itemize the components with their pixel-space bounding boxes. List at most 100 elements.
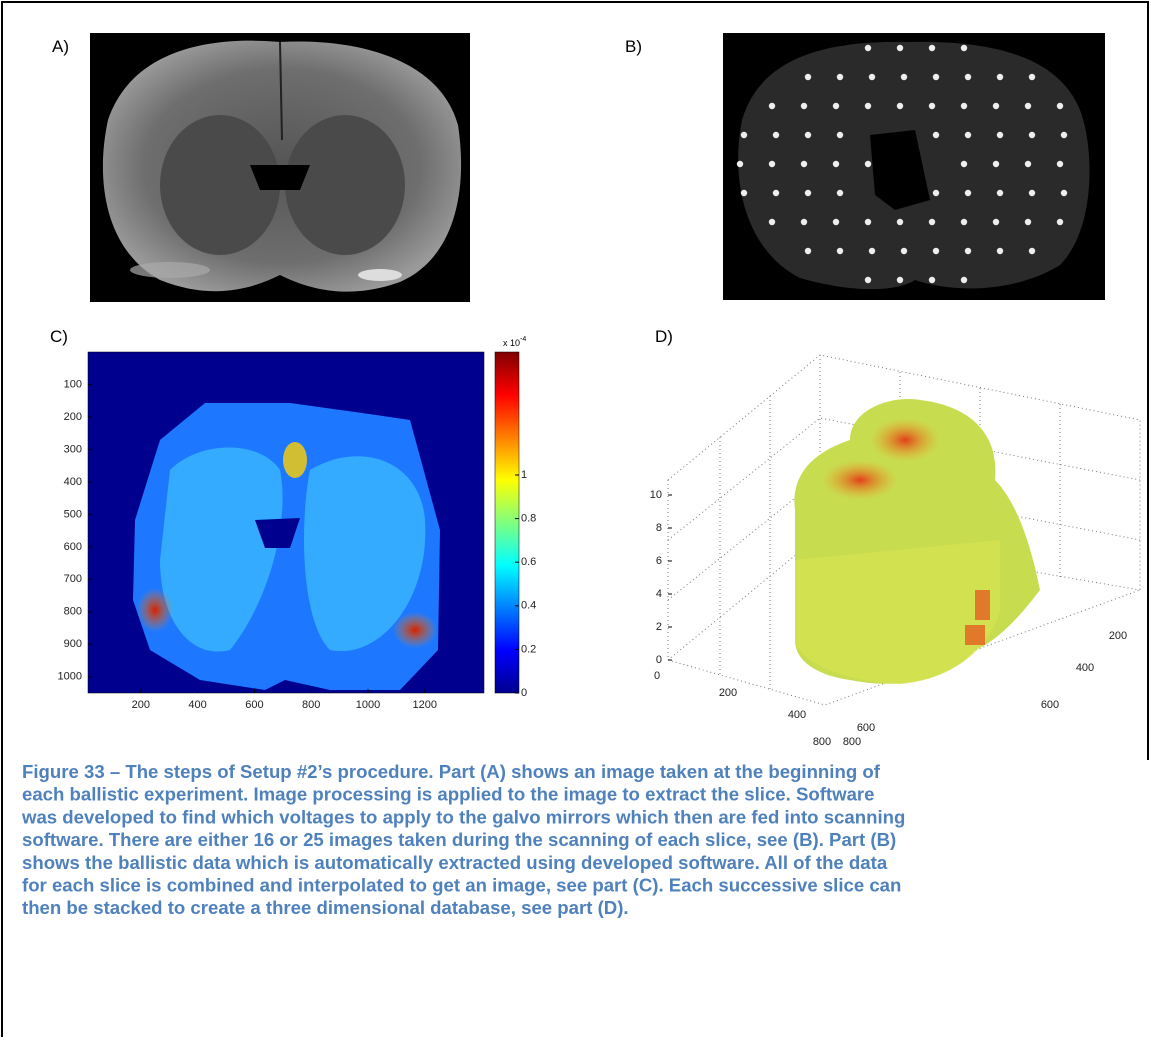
panel-label: C) bbox=[50, 327, 68, 346]
y-tick-label: 500 bbox=[64, 508, 82, 520]
z-tick-label: 8 bbox=[656, 522, 662, 534]
scan-spot bbox=[772, 131, 780, 139]
x-tick-label: 800 bbox=[813, 736, 831, 748]
scan-spot bbox=[964, 189, 972, 197]
colorbar-tick-label: 0.8 bbox=[521, 513, 536, 525]
scan-spot bbox=[996, 247, 1004, 255]
scan-spot bbox=[992, 218, 1000, 226]
scan-spot bbox=[836, 247, 844, 255]
scan-spot bbox=[1060, 189, 1068, 197]
y-tick-label: 300 bbox=[64, 443, 82, 455]
scan-spot bbox=[964, 131, 972, 139]
scan-spot bbox=[1028, 247, 1036, 255]
scan-spot bbox=[932, 247, 940, 255]
scan-spot bbox=[928, 276, 936, 284]
scan-spot bbox=[864, 276, 872, 284]
multiplier-exponent: -4 bbox=[520, 336, 526, 343]
scan-spot bbox=[928, 102, 936, 110]
scan-spot bbox=[832, 160, 840, 168]
scan-spot bbox=[768, 160, 776, 168]
scan-spot bbox=[836, 189, 844, 197]
scan-spot bbox=[1024, 102, 1032, 110]
z-tick-label: 2 bbox=[656, 621, 662, 633]
multiplier-base: x 10 bbox=[503, 338, 520, 348]
scan-spot bbox=[800, 160, 808, 168]
scan-spot bbox=[960, 218, 968, 226]
scan-spot bbox=[800, 102, 808, 110]
scan-spot bbox=[864, 102, 872, 110]
colorbar-multiplier: x 10-4 bbox=[503, 336, 526, 348]
y-tick-label: 200 bbox=[64, 411, 82, 423]
scan-spot bbox=[804, 247, 812, 255]
scan-spot bbox=[896, 276, 904, 284]
y-tick-label: 800 bbox=[843, 736, 861, 748]
y-tick-label: 600 bbox=[64, 541, 82, 553]
panel-label: B) bbox=[625, 37, 642, 56]
scan-spot bbox=[992, 160, 1000, 168]
scan-spot bbox=[960, 102, 968, 110]
y-tick-label: 200 bbox=[1109, 630, 1127, 642]
caption-line: shows the ballistic data which is automa… bbox=[22, 852, 888, 873]
scan-spot bbox=[960, 276, 968, 284]
scan-spot bbox=[896, 44, 904, 52]
caption: Figure 33 – The steps of Setup #2’s proc… bbox=[21, 761, 905, 918]
scan-spot bbox=[932, 131, 940, 139]
scan-spot bbox=[1060, 131, 1068, 139]
panel-label: D) bbox=[655, 327, 673, 346]
panel-label: A) bbox=[52, 37, 69, 56]
colorbar-tick-label: 0.4 bbox=[521, 600, 536, 612]
y-tick-label: 900 bbox=[64, 638, 82, 650]
colorbar-tick-label: 1 bbox=[521, 469, 527, 481]
colorbar-tick-label: 0 bbox=[521, 687, 527, 699]
scan-spot bbox=[964, 247, 972, 255]
scan-spot bbox=[768, 218, 776, 226]
image-b bbox=[723, 33, 1105, 300]
scan-spot bbox=[900, 247, 908, 255]
scan-spot bbox=[1024, 218, 1032, 226]
scan-spot bbox=[1024, 160, 1032, 168]
scan-spot bbox=[836, 73, 844, 81]
y-tick-label: 400 bbox=[1076, 662, 1094, 674]
x-tick-label: 800 bbox=[302, 699, 320, 711]
z-tick-label: 10 bbox=[650, 489, 662, 501]
scan-spot bbox=[896, 102, 904, 110]
scan-spot bbox=[900, 73, 908, 81]
scan-spot bbox=[932, 73, 940, 81]
z-tick-label: 4 bbox=[656, 588, 662, 600]
image-c: x 10-4 bbox=[87, 336, 526, 694]
scan-spot bbox=[832, 102, 840, 110]
x-tick-label: 400 bbox=[188, 699, 206, 711]
scan-spot bbox=[928, 218, 936, 226]
caption-line: Figure 33 – The steps of Setup #2’s proc… bbox=[22, 761, 881, 782]
x-tick-label: 200 bbox=[132, 699, 150, 711]
colorbar-tick-label: 0.2 bbox=[521, 643, 536, 655]
x-tick-label: 0 bbox=[654, 670, 660, 682]
scan-spot bbox=[996, 131, 1004, 139]
scan-spot bbox=[804, 189, 812, 197]
scan-spot bbox=[832, 218, 840, 226]
scan-spot bbox=[1056, 218, 1064, 226]
image-a bbox=[90, 33, 470, 302]
scan-spot bbox=[740, 131, 748, 139]
caption-line: software. There are either 16 or 25 imag… bbox=[22, 829, 896, 850]
y-tick-label: 800 bbox=[64, 606, 82, 618]
scan-spot bbox=[868, 73, 876, 81]
scan-spot bbox=[804, 131, 812, 139]
x-tick-label: 200 bbox=[719, 687, 737, 699]
scan-spot bbox=[868, 247, 876, 255]
scan-spot bbox=[996, 189, 1004, 197]
scan-spot bbox=[896, 218, 904, 226]
volume-d bbox=[794, 399, 1040, 684]
x-tick-label: 1000 bbox=[356, 699, 380, 711]
caption-line: was developed to find which voltages to … bbox=[21, 806, 905, 827]
scan-spot bbox=[1028, 189, 1036, 197]
y-tick-label: 400 bbox=[64, 476, 82, 488]
scan-spot bbox=[964, 73, 972, 81]
y-tick-label: 1000 bbox=[58, 671, 82, 683]
scan-spot bbox=[996, 73, 1004, 81]
caption-line: for each slice is combined and interpola… bbox=[22, 875, 901, 896]
z-tick-label: 0 bbox=[656, 654, 662, 666]
scan-spot bbox=[768, 102, 776, 110]
